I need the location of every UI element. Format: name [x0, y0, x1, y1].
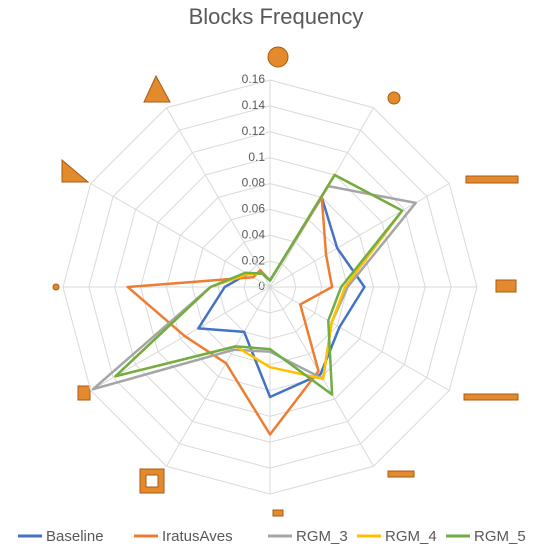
r-tick-label: 0.08 — [242, 176, 266, 190]
r-tick-label: 0.02 — [242, 253, 266, 267]
spoke — [270, 287, 449, 391]
r-tick-label: 0.06 — [242, 202, 266, 216]
r-tick-label: 0.04 — [242, 227, 266, 241]
chart: Blocks Frequency 00.020.040.060.080.10.1… — [0, 0, 553, 548]
legend-label: RGM_4 — [385, 528, 437, 545]
r-tick-label: 0.14 — [242, 98, 266, 112]
legend-label: RGM_3 — [296, 528, 348, 545]
legend-label: IratusAves — [162, 528, 233, 545]
category-icons — [53, 47, 518, 516]
chart-title: Blocks Frequency — [189, 4, 364, 29]
legend-label: RGM_5 — [474, 528, 526, 545]
legend-label: Baseline — [46, 528, 104, 545]
spoke — [270, 287, 374, 466]
r-tick-label: 0.16 — [242, 72, 266, 86]
r-tick-label: 0.12 — [242, 124, 266, 138]
r-tick-label: 0.1 — [248, 150, 265, 164]
